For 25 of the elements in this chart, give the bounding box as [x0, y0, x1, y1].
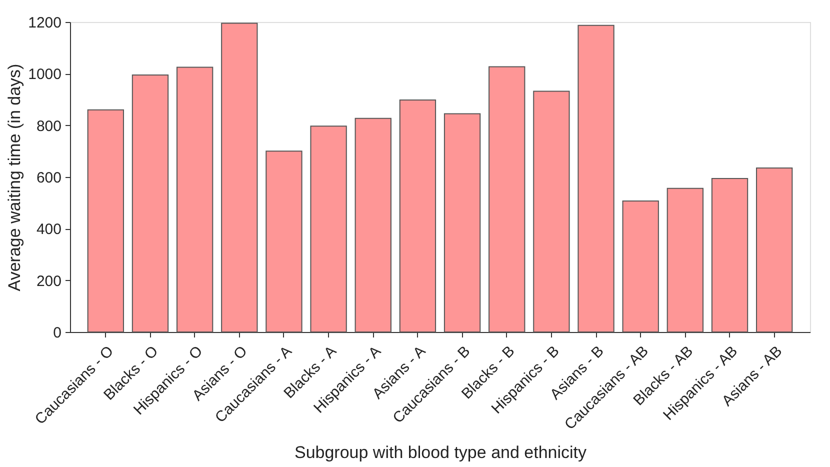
y-tick-label: 400: [36, 221, 62, 238]
bar: [488, 66, 526, 332]
bar: [578, 24, 614, 332]
bar: [711, 178, 748, 332]
bar: [87, 109, 124, 332]
y-tick-label: 0: [53, 324, 62, 342]
bar: [176, 66, 214, 332]
bar: [310, 126, 347, 332]
bar: [444, 113, 481, 332]
y-tick-label: 1000: [28, 66, 62, 84]
bar: [399, 100, 436, 332]
bar: [756, 167, 793, 332]
bar: [622, 200, 659, 332]
bar: [266, 150, 302, 332]
x-axis-title: Subgroup with blood type and ethnicity: [294, 443, 588, 462]
y-tick-label: 800: [36, 118, 62, 135]
y-axis-title: Average waiting time (in days): [5, 64, 24, 292]
y-tick-label: 1200: [28, 14, 62, 32]
bar: [533, 90, 570, 332]
y-tick-label: 200: [36, 272, 62, 290]
y-tick-label: 600: [36, 170, 62, 186]
bar: [221, 22, 258, 332]
bar: [354, 118, 392, 332]
bar: [666, 188, 704, 332]
bar: [132, 74, 169, 332]
